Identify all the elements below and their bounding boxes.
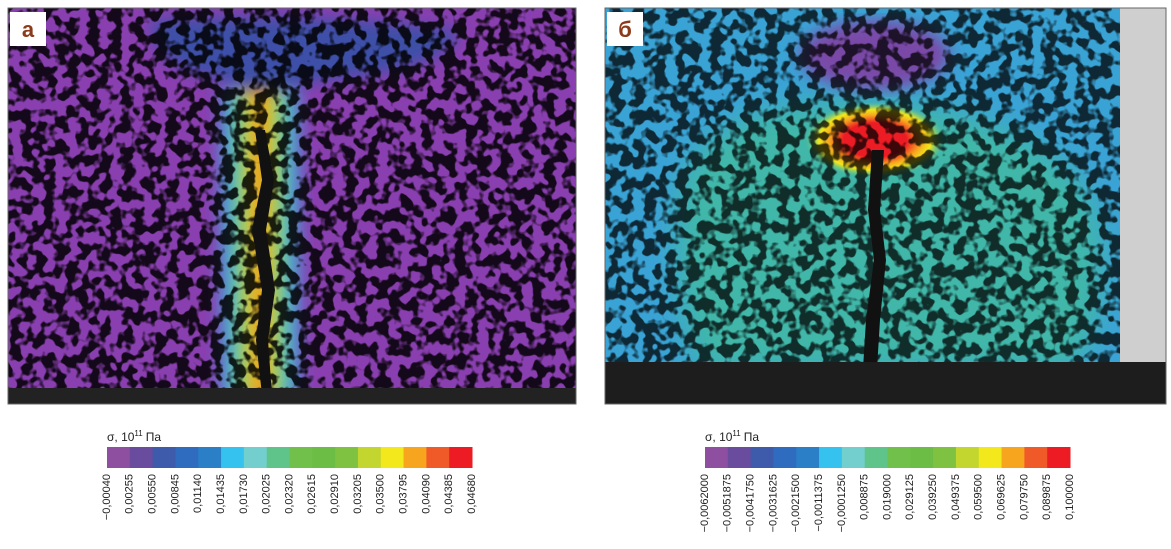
colorbar-swatch [955, 447, 980, 468]
colorbar-label: 0,00255 [124, 474, 136, 514]
colorbar-swatch [819, 447, 843, 468]
colorbar-swatch [152, 447, 176, 468]
colorbar-swatch [449, 447, 473, 468]
colorbar-label: −0,0031625 [767, 474, 779, 532]
colorbar-label: 0,02910 [329, 474, 341, 514]
colorbar-label: 0,039250 [927, 474, 939, 520]
colorbar-swatch [357, 447, 382, 468]
colorbar-label: 0,049375 [950, 474, 962, 520]
colorbar-label: −0,00040 [101, 474, 113, 520]
colorbar-swatch [933, 447, 957, 468]
image-frame [604, 7, 1167, 405]
colorbar-label: 0,100000 [1064, 474, 1076, 520]
colorbar-swatch [887, 447, 911, 468]
colorbar-label: −0,0011375 [813, 474, 825, 532]
colorbar-label: 0,008875 [859, 474, 871, 520]
colorbar-swatch [978, 447, 1003, 468]
image-b [605, 8, 1166, 404]
colorbar-label: 0,01730 [238, 474, 250, 514]
colorbar-title: σ, 1011 Па [705, 429, 759, 444]
panel-label-box [607, 12, 643, 46]
colorbar-label: −0,0051875 [722, 474, 734, 532]
colorbar-label: −0,0001250 [836, 474, 848, 532]
colorbar-label: 0,00845 [169, 474, 181, 514]
colorbar-label: 0,02025 [261, 474, 273, 514]
colorbar-swatch [243, 447, 268, 468]
colorbar-swatch [221, 447, 245, 468]
title-exponent: 11 [732, 429, 741, 438]
colorbar-label: 0,059500 [973, 474, 985, 520]
title-unit: Па [744, 430, 760, 444]
title-unit: Па [146, 430, 162, 444]
colorbar-title: σ, 1011 Па [107, 429, 161, 444]
colorbar-swatch [175, 447, 199, 468]
title-text: σ, 10 [705, 430, 733, 444]
colorbar-swatch [198, 447, 222, 468]
colorbar-label: 0,04680 [466, 474, 478, 514]
colorbar-swatch [1047, 447, 1071, 468]
colorbar-label: 0,02320 [283, 474, 295, 514]
image-frame [7, 7, 577, 405]
colorbar-label: 0,04090 [420, 474, 432, 514]
colorbar-label: 0,079750 [1018, 474, 1030, 520]
colorbar-swatch [129, 447, 154, 468]
colorbar-label: −0,0021500 [790, 474, 802, 532]
colorbar-label: 0,03795 [397, 474, 409, 514]
colorbar-swatch [727, 447, 752, 468]
colorbar-swatch [750, 447, 774, 468]
panel-label: б [618, 17, 632, 42]
colorbar-swatch [1024, 447, 1048, 468]
colorbar-swatch [426, 447, 450, 468]
colorbar-swatch [289, 447, 313, 468]
colorbar-label: 0,01140 [192, 474, 204, 513]
colorbar-swatch [335, 447, 359, 468]
colorbar-label: 0,04385 [443, 474, 455, 514]
colorbar-label: 0,089875 [1041, 474, 1053, 520]
colorbar-label: 0,029125 [904, 474, 916, 520]
colorbar-label: 0,01435 [215, 474, 227, 514]
colorbar-swatch [107, 447, 131, 468]
colorbar-label: 0,03205 [352, 474, 364, 514]
colorbar-label: 0,069625 [995, 474, 1007, 520]
colorbar-label: −0,0041750 [745, 474, 757, 532]
panel-label: а [22, 17, 35, 42]
colorbar-label: −0,0062000 [699, 474, 711, 532]
panel-label-box [10, 12, 46, 46]
image-a [8, 8, 576, 404]
colorbar-swatch [796, 447, 820, 468]
colorbar-swatch [312, 447, 336, 468]
colorbar-swatch [403, 447, 427, 468]
colorbar-swatch [841, 447, 866, 468]
colorbar-swatch [705, 447, 729, 468]
colorbar-swatch [773, 447, 797, 468]
colorbar-swatch [266, 447, 290, 468]
colorbar-label: 0,00550 [147, 474, 159, 514]
colorbar-label: 0,02615 [306, 474, 318, 514]
colorbar-label: 0,019000 [881, 474, 893, 520]
colorbar-swatch [864, 447, 888, 468]
colorbar-label: 0,03500 [375, 474, 387, 514]
colorbar-swatch [910, 447, 934, 468]
colorbar-swatch [1001, 447, 1025, 468]
colorbar-swatch [380, 447, 405, 468]
title-exponent: 11 [134, 429, 143, 438]
title-text: σ, 10 [107, 430, 135, 444]
